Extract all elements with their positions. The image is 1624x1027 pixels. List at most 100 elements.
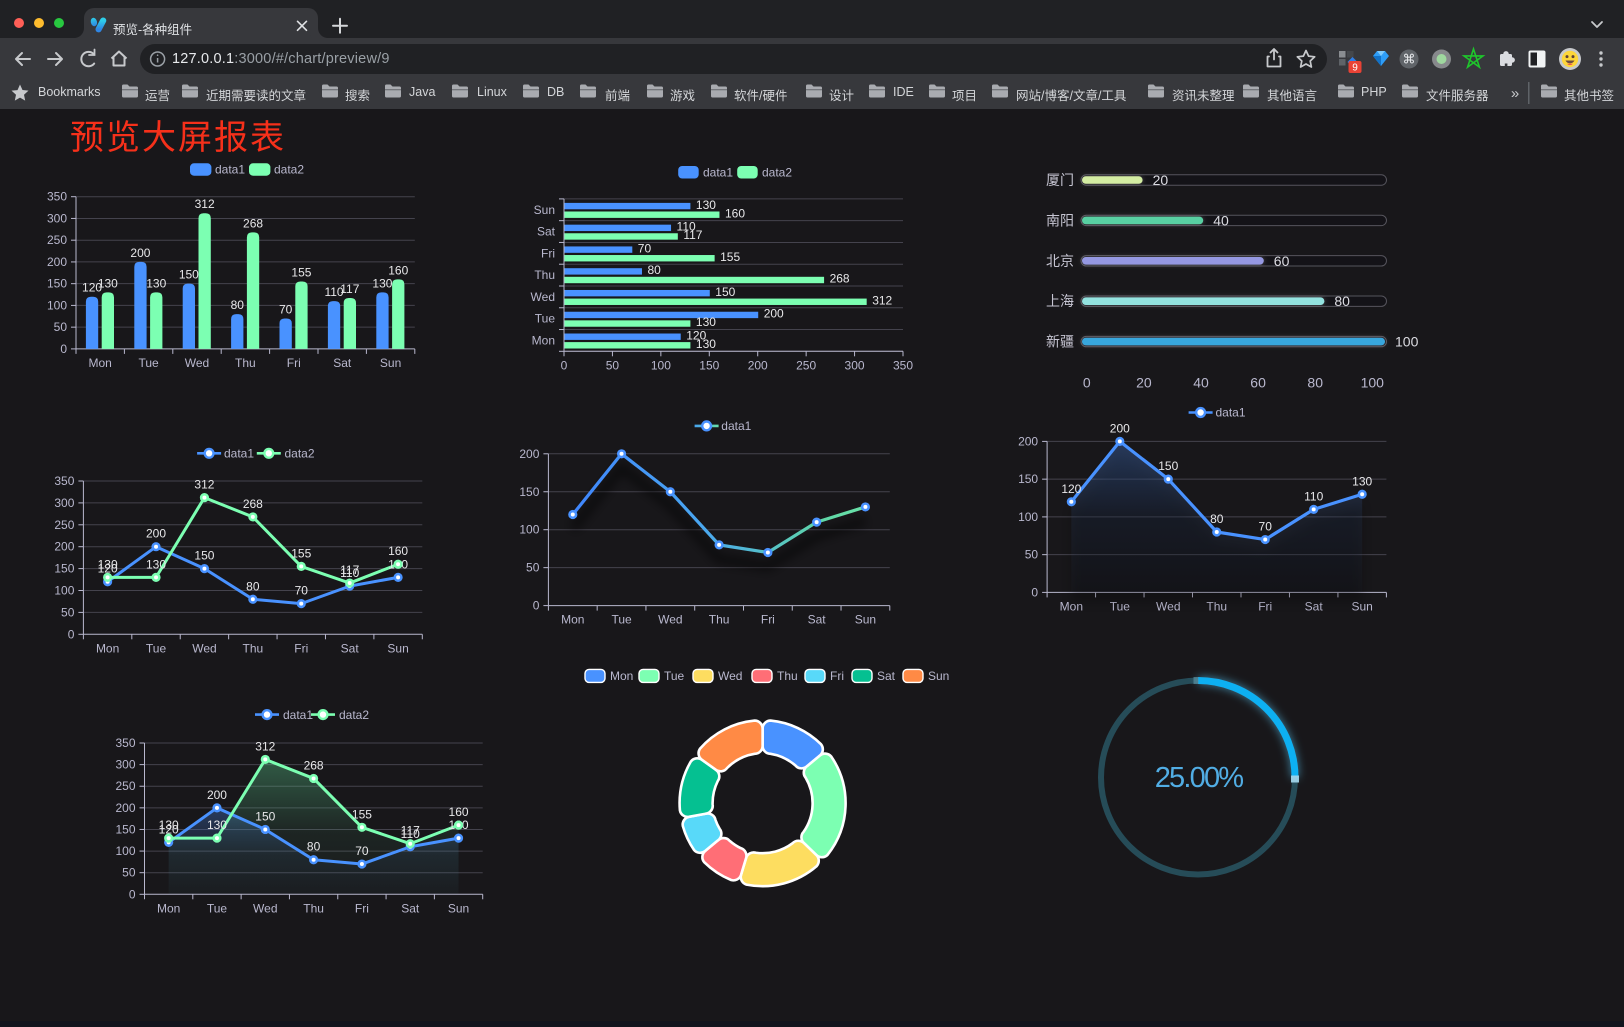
svg-text:Sat: Sat	[808, 613, 827, 627]
svg-text:Thu: Thu	[303, 901, 324, 915]
svg-text:130: 130	[696, 198, 716, 212]
svg-text:Wed: Wed	[192, 641, 216, 655]
svg-text:Mon: Mon	[1060, 599, 1083, 613]
svg-text:Wed: Wed	[718, 669, 742, 683]
svg-text:Mon: Mon	[96, 641, 119, 655]
svg-text:70: 70	[1259, 520, 1273, 534]
svg-text:Mon: Mon	[610, 669, 633, 683]
svg-text:Tue: Tue	[664, 669, 685, 683]
svg-text:200: 200	[1110, 421, 1130, 435]
svg-text:200: 200	[54, 540, 74, 554]
svg-text:0: 0	[1031, 585, 1038, 599]
svg-text:130: 130	[372, 276, 392, 290]
svg-text:150: 150	[115, 822, 135, 836]
svg-text:268: 268	[304, 758, 324, 772]
svg-text:80: 80	[246, 579, 260, 593]
svg-text:150: 150	[54, 562, 74, 576]
svg-text:312: 312	[194, 478, 214, 492]
svg-text:250: 250	[47, 233, 67, 247]
svg-text:Thu: Thu	[243, 641, 264, 655]
svg-text:130: 130	[159, 818, 179, 832]
svg-text:300: 300	[54, 496, 74, 510]
svg-text:100: 100	[115, 844, 135, 858]
svg-text:60: 60	[1274, 253, 1290, 269]
svg-text:130: 130	[207, 818, 227, 832]
svg-text:Tue: Tue	[1110, 599, 1131, 613]
svg-text:Wed: Wed	[531, 290, 555, 304]
svg-text:data2: data2	[285, 447, 315, 461]
svg-text:80: 80	[1210, 512, 1224, 526]
svg-text:⌘: ⌘	[1403, 52, 1416, 67]
svg-text:data1: data1	[721, 419, 751, 433]
svg-text:Mon: Mon	[561, 613, 584, 627]
svg-text:Wed: Wed	[185, 356, 209, 370]
svg-text:350: 350	[54, 474, 74, 488]
svg-text:Sat: Sat	[401, 901, 420, 915]
svg-text:Thu: Thu	[1206, 599, 1227, 613]
svg-text:Thu: Thu	[709, 613, 730, 627]
svg-text:200: 200	[47, 255, 67, 269]
svg-text:350: 350	[115, 736, 135, 750]
svg-text:268: 268	[243, 216, 263, 230]
svg-text:120: 120	[82, 281, 102, 295]
svg-text:Fri: Fri	[294, 641, 308, 655]
svg-text:160: 160	[388, 544, 408, 558]
svg-text:50: 50	[526, 561, 540, 575]
svg-text:150: 150	[47, 277, 67, 291]
svg-text:70: 70	[638, 241, 652, 255]
svg-text:117: 117	[340, 563, 359, 577]
svg-text:50: 50	[1025, 548, 1039, 562]
svg-text:130: 130	[696, 337, 716, 351]
svg-text:150: 150	[519, 485, 539, 499]
svg-text:Mon: Mon	[532, 333, 555, 347]
svg-text:80: 80	[231, 298, 245, 312]
svg-text:Sun: Sun	[855, 613, 876, 627]
svg-text:80: 80	[307, 840, 321, 854]
svg-text:268: 268	[830, 272, 850, 286]
svg-text:80: 80	[1334, 293, 1350, 309]
svg-text:100: 100	[1361, 375, 1385, 391]
svg-text:0: 0	[68, 627, 75, 641]
svg-text:312: 312	[255, 739, 275, 753]
svg-text:120: 120	[686, 328, 706, 342]
svg-text:data1: data1	[1216, 406, 1246, 420]
svg-text:Sun: Sun	[534, 203, 555, 217]
svg-text:155: 155	[352, 807, 372, 821]
svg-text:Sun: Sun	[387, 641, 408, 655]
svg-text:200: 200	[519, 447, 539, 461]
svg-text:100: 100	[519, 523, 539, 537]
svg-text:80: 80	[647, 263, 661, 277]
svg-text:data1: data1	[283, 708, 313, 722]
svg-text:南阳: 南阳	[1046, 212, 1074, 228]
svg-text:200: 200	[146, 527, 166, 541]
svg-text:Sat: Sat	[341, 641, 360, 655]
svg-text:120: 120	[159, 822, 179, 836]
svg-text:70: 70	[279, 302, 293, 316]
svg-text:312: 312	[872, 293, 892, 307]
svg-text:117: 117	[683, 228, 702, 242]
svg-text:50: 50	[54, 320, 68, 334]
svg-text:155: 155	[720, 250, 740, 264]
svg-text:25.00%: 25.00%	[1155, 762, 1244, 794]
svg-text:100: 100	[47, 298, 67, 312]
svg-text:130: 130	[146, 557, 166, 571]
svg-text:Tue: Tue	[146, 641, 167, 655]
svg-text:120: 120	[1061, 482, 1081, 496]
svg-text:Sat: Sat	[333, 356, 352, 370]
svg-text:150: 150	[715, 285, 735, 299]
svg-text:200: 200	[130, 246, 150, 260]
svg-text:Tue: Tue	[611, 613, 632, 627]
svg-text:50: 50	[606, 358, 620, 372]
svg-text:Fri: Fri	[287, 356, 301, 370]
svg-text:Sun: Sun	[1351, 599, 1372, 613]
svg-text:70: 70	[295, 584, 309, 598]
svg-text:100: 100	[651, 358, 671, 372]
svg-text:110: 110	[340, 566, 359, 580]
svg-text:110: 110	[324, 285, 343, 299]
svg-text:200: 200	[1018, 434, 1038, 448]
svg-text:200: 200	[748, 358, 768, 372]
svg-text:110: 110	[401, 827, 420, 841]
svg-text:Tue: Tue	[138, 356, 159, 370]
svg-text:300: 300	[845, 358, 865, 372]
svg-text:160: 160	[725, 206, 745, 220]
